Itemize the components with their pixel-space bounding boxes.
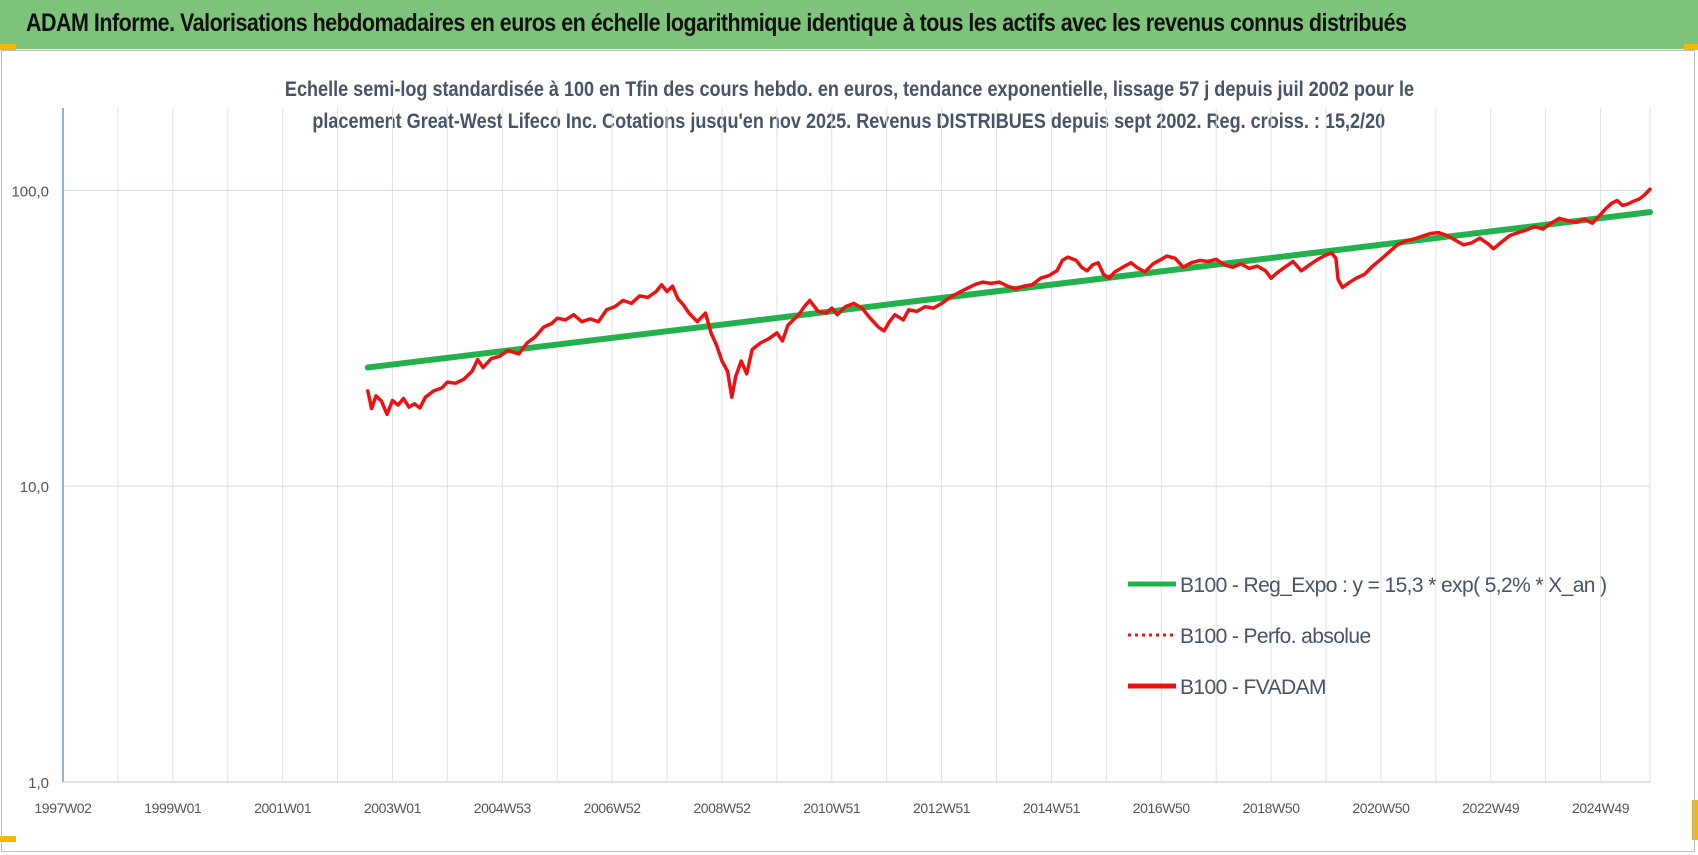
series-layer bbox=[364, 187, 1653, 417]
x-tick-label: 2024W49 bbox=[1572, 800, 1630, 816]
x-tick-label: 2004W53 bbox=[474, 800, 532, 816]
y-tick-label: 100,0 bbox=[11, 183, 49, 200]
x-tick-label: 2001W01 bbox=[254, 800, 312, 816]
chart-title-line-2: placement Great-West Lifeco Inc. Cotatio… bbox=[312, 110, 1386, 133]
axes: 1,0 10,0 100,0 1997W02 1999W01 2001W01 2003W01… bbox=[11, 108, 1650, 816]
y-tick-label: 10,0 bbox=[20, 479, 49, 496]
corner-mark-bottom-left bbox=[0, 836, 16, 842]
x-tick-label: 2010W51 bbox=[803, 800, 861, 816]
corner-mark-top-left bbox=[0, 44, 16, 50]
legend-label-0: B100 - Reg_Expo : y = 15,3 * exp( 5,2% *… bbox=[1180, 574, 1607, 597]
x-tick-label: 2016W50 bbox=[1133, 800, 1191, 816]
grid bbox=[62, 108, 1651, 783]
x-tick-label: 1997W02 bbox=[34, 800, 92, 816]
chart-title-line-1: Echelle semi-log standardisée à 100 en T… bbox=[284, 78, 1414, 101]
x-tick-label: 2022W49 bbox=[1462, 800, 1520, 816]
series-line-0 bbox=[364, 209, 1653, 371]
legend: B100 - Reg_Expo : y = 15,3 * exp( 5,2% *… bbox=[1128, 574, 1607, 699]
x-tick-label: 2006W52 bbox=[584, 800, 642, 816]
header-banner: ADAM Informe. Valorisations hebdomadaire… bbox=[0, 0, 1698, 49]
x-tick-label: 2012W51 bbox=[913, 800, 971, 816]
chart-frame bbox=[1, 50, 1695, 852]
x-tick-label: 2018W50 bbox=[1243, 800, 1301, 816]
legend-label-1: B100 - Perfo. absolue bbox=[1180, 625, 1371, 648]
x-tick-label: 2020W50 bbox=[1352, 800, 1410, 816]
x-tick-label: 2003W01 bbox=[364, 800, 422, 816]
page-title: ADAM Informe. Valorisations hebdomadaire… bbox=[26, 9, 1407, 37]
y-tick-label: 1,0 bbox=[28, 775, 49, 792]
x-tick-label: 1999W01 bbox=[144, 800, 202, 816]
legend-label-2: B100 - FVADAM bbox=[1180, 676, 1326, 699]
corner-mark-top-right bbox=[1684, 44, 1698, 50]
series-line-2 bbox=[366, 187, 1652, 417]
x-tick-label: 2008W52 bbox=[693, 800, 751, 816]
x-tick-label: 2014W51 bbox=[1023, 800, 1081, 816]
corner-mark-bottom-right bbox=[1692, 800, 1698, 840]
